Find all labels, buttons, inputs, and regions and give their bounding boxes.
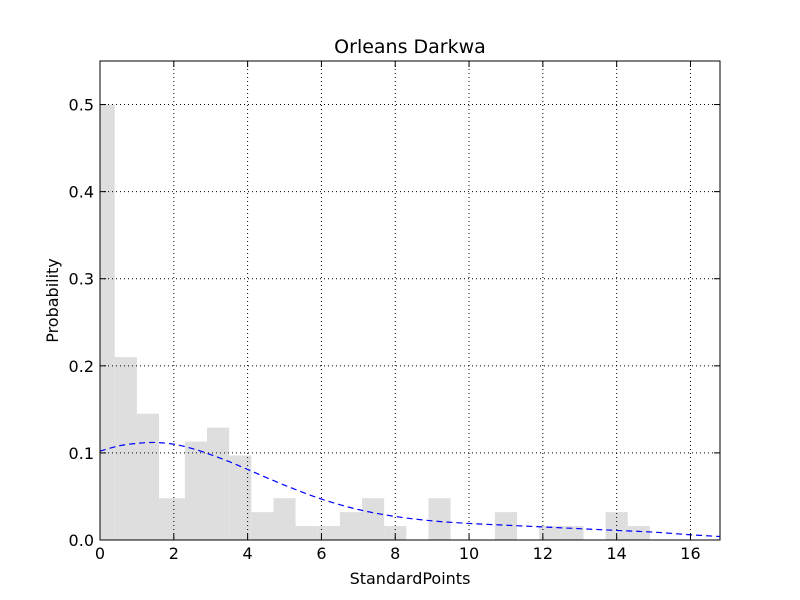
plot-frame [99,60,721,541]
histogram-bar [605,512,628,540]
x-tick-label: 16 [680,544,700,563]
y-tick-label: 0.2 [69,357,94,376]
y-tick-label: 0.1 [69,444,94,463]
histogram-bar [229,455,252,540]
histogram-bar [317,526,340,540]
y-tick-label: 0.3 [69,270,94,289]
histogram-bar [295,526,318,540]
histogram-bar [136,413,160,540]
histogram-bar [251,512,274,540]
histogram-bar [159,498,185,540]
y-tick-label: 0.5 [69,96,94,115]
histogram-bar [627,526,650,540]
histogram-bar [362,498,385,540]
histogram-bar [273,498,296,540]
histogram-bar [100,104,115,540]
x-tick-label: 4 [243,544,253,563]
histogram-bar [339,512,363,540]
histogram-bar [494,512,518,540]
x-tick-label: 2 [169,544,179,563]
histogram-bar [428,498,451,540]
x-tick-label: 10 [459,544,479,563]
x-tick-label: 6 [316,544,326,563]
histogram-bar [561,526,584,540]
y-axis-title: Probability [43,258,62,343]
histogram-bar [114,357,137,540]
x-tick-label: 0 [95,544,105,563]
x-tick-label: 14 [606,544,626,563]
histogram-bar [207,427,230,540]
histogram-bars [100,104,650,540]
x-tick-label: 12 [533,544,553,563]
axis-ticks: 0 2 4 6 8 10 12 14 16 0.0 0.1 0.2 0.3 0.4 0.5 [69,61,720,563]
density-curve-line [99,441,721,538]
histogram-bar [184,441,208,540]
chart-title: Orleans Darkwa [334,36,486,58]
y-tick-label: 0.4 [69,183,94,202]
y-tick-label: 0.0 [69,531,94,550]
x-axis-title: StandardPoints [350,569,471,588]
x-tick-label: 8 [390,544,400,563]
density-curve [99,441,721,538]
histogram-bar [539,526,562,540]
